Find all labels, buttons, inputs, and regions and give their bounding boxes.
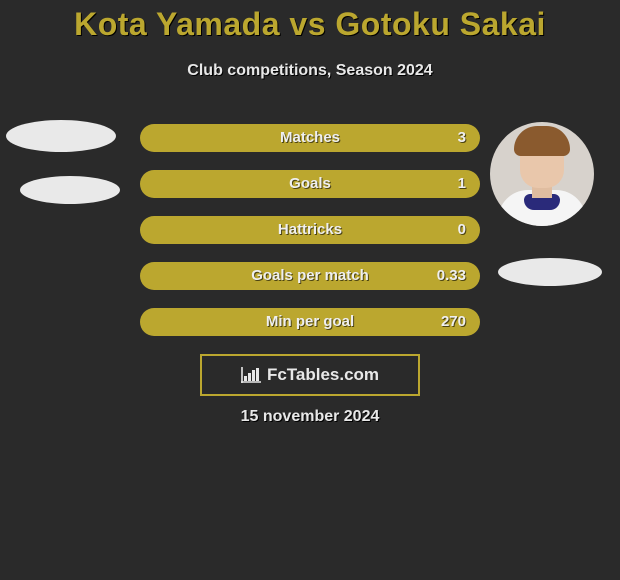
subtitle: Club competitions, Season 2024 xyxy=(0,62,620,80)
stat-value-right: 0 xyxy=(458,216,466,244)
source-label: FcTables.com xyxy=(267,365,379,385)
stat-label: Hattricks xyxy=(140,216,480,244)
stat-label: Matches xyxy=(140,124,480,152)
stat-bar-min-per-goal: Min per goal 270 xyxy=(140,308,480,336)
h2h-infographic: Kota Yamada vs Gotoku Sakai Club competi… xyxy=(0,0,620,580)
stat-value-right: 270 xyxy=(441,308,466,336)
stat-bar-goals: Goals 1 xyxy=(140,170,480,198)
source-box: FcTables.com xyxy=(200,354,420,396)
bar-chart-icon xyxy=(241,367,261,383)
stats-bars: Matches 3 Goals 1 Hattricks 0 Goals per … xyxy=(140,124,480,354)
stat-bar-hattricks: Hattricks 0 xyxy=(140,216,480,244)
stat-label: Goals xyxy=(140,170,480,198)
stat-bar-goals-per-match: Goals per match 0.33 xyxy=(140,262,480,290)
player-left-avatar-placeholder xyxy=(6,120,116,152)
page-title: Kota Yamada vs Gotoku Sakai xyxy=(0,6,620,43)
player-right-flag-placeholder xyxy=(498,258,602,286)
stat-value-right: 0.33 xyxy=(437,262,466,290)
snapshot-date: 15 november 2024 xyxy=(0,408,620,426)
stat-value-right: 1 xyxy=(458,170,466,198)
stat-value-right: 3 xyxy=(458,124,466,152)
stat-label: Goals per match xyxy=(140,262,480,290)
stat-bar-matches: Matches 3 xyxy=(140,124,480,152)
stat-label: Min per goal xyxy=(140,308,480,336)
player-right-avatar xyxy=(490,122,594,226)
player-left-flag-placeholder xyxy=(20,176,120,204)
